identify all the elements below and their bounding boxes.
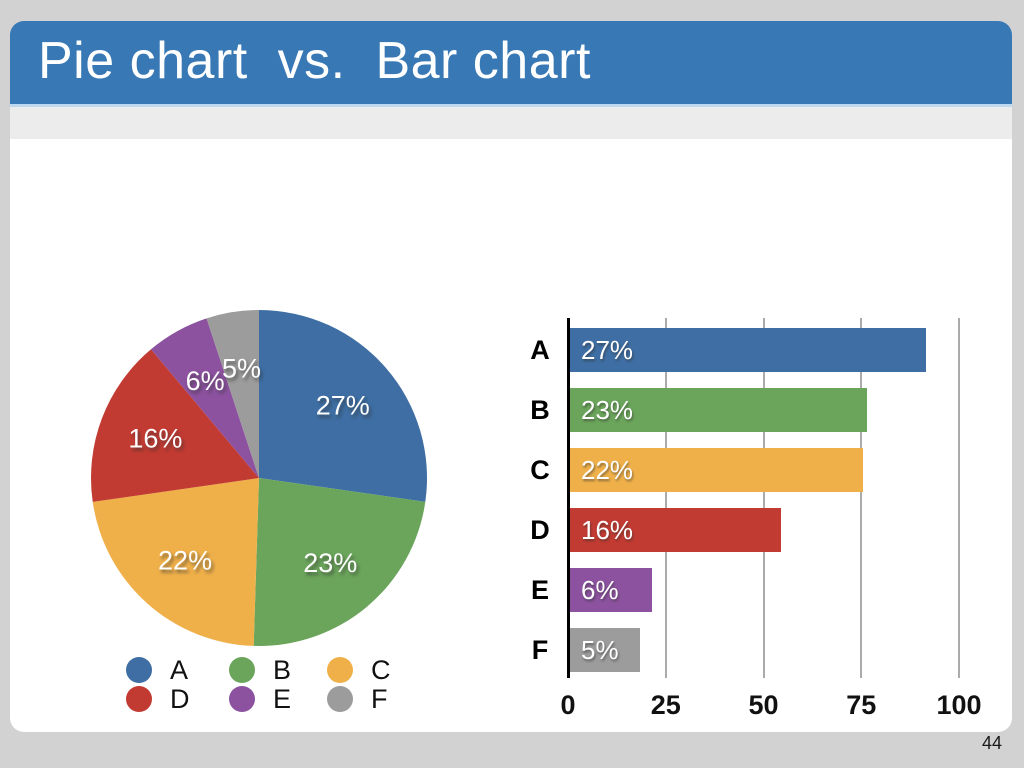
pie-slice-C (92, 478, 260, 646)
bar-label-C: 22% (581, 455, 634, 485)
card-header-strip (10, 107, 1012, 139)
gridline-75 (860, 318, 863, 678)
legend-label-E: E (273, 684, 292, 714)
legend-label-A: A (170, 655, 189, 685)
bar-label-D: 16% (581, 515, 634, 545)
pie-slice-B (253, 478, 426, 646)
pie-slice-E (151, 318, 259, 478)
legend-item-C: C (327, 655, 391, 685)
bar-category-F: F (531, 635, 549, 665)
bar-B: 23% (570, 388, 868, 432)
pie-label-A: 27% (316, 390, 370, 420)
legend-item-D: D (126, 684, 190, 714)
legend-swatch-A (126, 657, 152, 683)
legend-label-B: B (273, 655, 292, 685)
page-number: 44 (981, 733, 1002, 753)
pie-slice-A (259, 310, 427, 502)
slide-title-bar: Pie chart vs. Bar chart (10, 21, 1012, 107)
legend-item-B: B (229, 655, 292, 685)
pie-label-B: 23% (303, 548, 357, 578)
axis-line (566, 318, 570, 678)
bar-chart: 0 25 50 75 100 27% A 23% B 22% C 16% D 6% E 5% F (530, 318, 982, 720)
bar-category-D: D (530, 515, 550, 545)
bar-C: 22% (570, 448, 864, 492)
slide-title: Pie chart vs. Bar chart (38, 32, 591, 90)
legend-label-F: F (371, 684, 388, 714)
bar-E: 6% (570, 568, 653, 612)
tick-label-50: 50 (748, 690, 779, 720)
pie-legend: A B C D E F (126, 657, 426, 717)
legend-swatch-B (229, 657, 255, 683)
legend-swatch-C (327, 657, 353, 683)
bar-label-A: 27% (581, 335, 634, 365)
bar-category-B: B (530, 395, 550, 425)
bar-category-C: C (530, 455, 550, 485)
bar-D: 16% (570, 508, 782, 552)
pie-label-C: 22% (158, 546, 212, 576)
legend-item-F: F (327, 684, 388, 714)
legend-item-A: A (126, 655, 189, 685)
legend-swatch-F (327, 686, 353, 712)
bar-label-B: 23% (581, 395, 634, 425)
bar-A: 27% (570, 328, 926, 372)
bar-category-E: E (530, 575, 549, 605)
legend-swatch-D (126, 686, 152, 712)
tick-label-25: 25 (650, 690, 681, 720)
legend-label-C: C (371, 655, 391, 685)
pie-label-F: 5% (222, 354, 261, 384)
legend-item-E: E (229, 684, 292, 714)
gridline-25 (664, 318, 667, 678)
tick-label-100: 100 (936, 690, 982, 720)
bar-category-A: A (530, 335, 550, 365)
bar-F: 5% (570, 628, 641, 672)
legend-swatch-E (229, 686, 255, 712)
pie-slice-D (91, 349, 260, 502)
bar-label-F: 5% (581, 635, 619, 665)
gridline-100 (958, 318, 960, 678)
gridline-50 (762, 318, 765, 678)
bar-label-E: 6% (581, 575, 619, 605)
pie-label-D: 16% (128, 423, 182, 453)
legend-label-D: D (170, 684, 190, 714)
tick-label-75: 75 (846, 690, 877, 720)
tick-label-0: 0 (560, 690, 576, 720)
pie-chart: 27% 23% 22% 16%6%5% (91, 310, 427, 646)
pie-slice-F (206, 310, 259, 478)
pie-label-E: 6% (186, 366, 225, 396)
